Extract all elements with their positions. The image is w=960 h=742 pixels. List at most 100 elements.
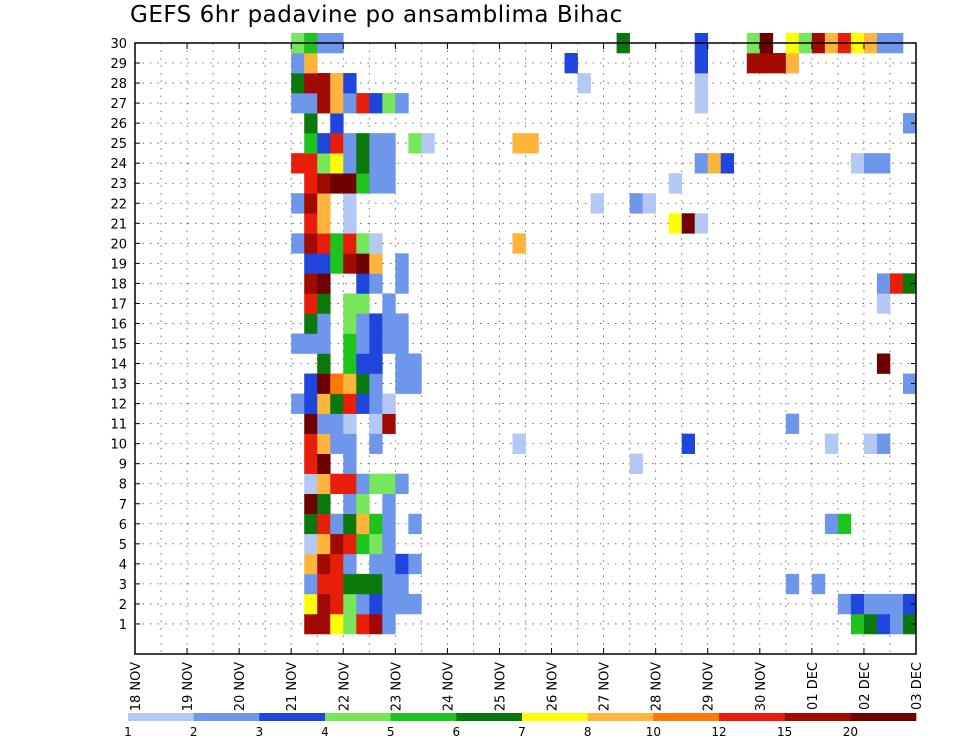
heatmap-cell [382, 613, 396, 635]
heatmap-cell [395, 553, 409, 575]
heatmap-cell [356, 333, 370, 354]
heatmap-cell [382, 593, 396, 615]
heatmap-cell [889, 593, 904, 615]
heatmap-cell [369, 373, 383, 394]
heatmap-cell [785, 413, 800, 434]
heatmap-cell [304, 93, 318, 114]
heatmap-cell [330, 533, 344, 555]
heatmap-cell [902, 373, 916, 394]
heatmap-cell [759, 53, 774, 74]
colorbar-label: 12 [711, 725, 726, 739]
heatmap-cell [369, 353, 383, 374]
heatmap-cell [330, 553, 344, 575]
y-tick-label: 24 [110, 157, 127, 172]
heatmap-cell [343, 533, 357, 555]
heatmap-cell [369, 313, 383, 334]
y-tick-label: 26 [110, 117, 127, 132]
heatmap-cell [395, 333, 409, 354]
x-tick-label: 20 NOV [233, 662, 248, 711]
heatmap-cell [850, 153, 865, 174]
heatmap-cell [330, 173, 344, 194]
heatmap-cell [317, 353, 331, 374]
heatmap-cell [304, 373, 318, 394]
heatmap-cell [291, 153, 305, 174]
heatmap-cell [694, 153, 709, 174]
heatmap-cell [369, 233, 383, 254]
colorbar-label: 8 [584, 725, 592, 739]
heatmap-cell [304, 233, 318, 254]
y-tick-label: 15 [110, 337, 127, 352]
heatmap-cell [304, 293, 318, 314]
heatmap-cell [356, 313, 370, 334]
heatmap-cell [317, 273, 331, 294]
heatmap-cell [343, 233, 357, 254]
heatmap-cell [291, 193, 305, 214]
heatmap-cell [343, 553, 357, 575]
x-axis-ticks: 18 NOV 19 NOV 20 NOV 21 NOV 22 NOV 23 NOV 24 N… [129, 43, 925, 711]
heatmap-cell [902, 593, 916, 615]
heatmap-cell [304, 333, 318, 354]
heatmap-cell [382, 573, 396, 595]
x-tick-label: 18 NOV [129, 662, 144, 711]
y-tick-label: 10 [110, 438, 127, 453]
heatmap-cell [317, 333, 331, 354]
heatmap-cell [694, 93, 709, 114]
heatmap-cell [395, 273, 409, 294]
heatmap-cell [343, 93, 357, 114]
heatmap-cell [317, 613, 331, 635]
colorbar-segment [522, 713, 588, 721]
heatmap-cell [317, 133, 331, 154]
heatmap-cell [382, 153, 396, 174]
colorbar-segment [456, 713, 523, 721]
heatmap-cell [317, 153, 331, 174]
heatmap-cell [304, 273, 318, 294]
x-tick-label: 25 NOV [493, 662, 508, 711]
heatmap-cell [304, 553, 318, 575]
x-tick-label: 28 NOV [650, 662, 665, 711]
heatmap-cell [707, 153, 722, 174]
heatmap-cell [343, 153, 357, 174]
y-tick-label: 7 [119, 498, 127, 513]
heatmap-cell [395, 593, 409, 615]
heatmap-cell [304, 113, 318, 134]
heatmap-cell [824, 513, 839, 535]
heatmap-cell [512, 433, 526, 454]
heatmap-cell [343, 193, 357, 214]
heatmap-cell [356, 373, 370, 394]
y-tick-label: 29 [110, 57, 127, 72]
chart-title: GEFS 6hr padavine po ansamblima Bihac [130, 2, 623, 28]
heatmap-cell [408, 353, 422, 374]
heatmap-cell [356, 393, 370, 414]
heatmap-cell [304, 413, 318, 434]
colorbar-segment [653, 713, 720, 721]
heatmap-cell [369, 333, 383, 354]
colorbar-label: 6 [453, 725, 461, 739]
heatmap-cell [668, 173, 682, 194]
heatmap-cell [785, 573, 800, 595]
heatmap-cell [876, 433, 891, 454]
heatmap-cell [408, 373, 422, 394]
y-tick-label: 5 [119, 538, 127, 553]
heatmap-cells [291, 32, 916, 635]
y-tick-label: 3 [119, 578, 127, 593]
heatmap-cell [863, 153, 878, 174]
heatmap-cell [720, 153, 735, 174]
heatmap-cell [330, 73, 344, 94]
heatmap-cell [356, 473, 370, 495]
heatmap-cell [304, 593, 318, 615]
x-tick-label: 23 NOV [389, 662, 404, 711]
heatmap-cell [382, 133, 396, 154]
heatmap-cell [304, 613, 318, 635]
heatmap-cell [317, 393, 331, 414]
y-tick-label: 18 [110, 277, 127, 292]
colorbar-segment [850, 713, 917, 721]
heatmap-cell [876, 293, 891, 314]
colorbar-label: 10 [646, 725, 661, 739]
y-tick-label: 25 [110, 137, 127, 152]
heatmap-cell [317, 173, 331, 194]
heatmap-cell [330, 613, 344, 635]
heatmap-cell [304, 533, 318, 555]
heatmap-cell [824, 433, 839, 454]
heatmap-cell [681, 433, 696, 454]
heatmap-cell [291, 233, 305, 254]
